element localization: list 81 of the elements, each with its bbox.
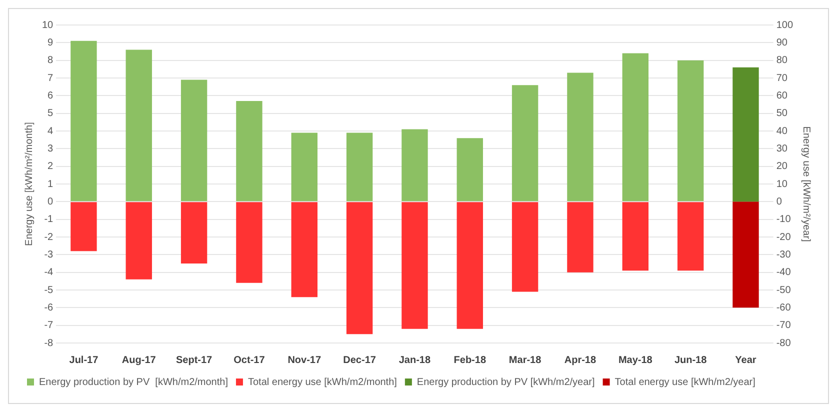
x-tick-label: Feb-18 — [454, 354, 486, 366]
y2-tick-label: -10 — [776, 214, 792, 226]
y-tick-label: 2 — [48, 161, 54, 172]
bar — [236, 100, 262, 202]
legend-label: Energy production by PV [kWh/m2/month] — [39, 376, 228, 388]
bar — [567, 72, 594, 202]
y-tick-label: 10 — [42, 20, 54, 31]
x-tick-label: Nov-17 — [288, 354, 322, 366]
x-tick-label: Dec-17 — [343, 354, 376, 366]
y2-tick-label: -50 — [776, 284, 792, 296]
bar — [126, 50, 152, 202]
bar — [402, 129, 428, 202]
bar — [677, 202, 704, 271]
bar — [291, 202, 318, 298]
x-tick-label: Apr-18 — [564, 354, 596, 366]
y-tick-label: -4 — [44, 267, 54, 278]
x-tick-label: Oct-17 — [234, 354, 266, 366]
y2-tick-label: 90 — [776, 37, 788, 48]
x-tick-label: Sept-17 — [176, 354, 213, 366]
y2-tick-label: -20 — [776, 232, 792, 243]
y2-tick-label: -30 — [776, 249, 792, 260]
bar — [456, 202, 483, 329]
bar — [126, 202, 152, 280]
y-tick-label: 3 — [48, 143, 54, 154]
legend-label: Total energy use [kWh/m2/year] — [614, 376, 756, 388]
y2-axis-title: Energy use [kWh/m²/year] — [800, 126, 812, 242]
x-tick-label: Aug-17 — [122, 354, 156, 366]
y2-tick-label: 10 — [776, 178, 788, 190]
bar — [512, 85, 538, 202]
legend-label: Total energy use [kWh/m2/month] — [248, 376, 398, 388]
x-tick-label: Mar-18 — [508, 354, 542, 366]
y2-tick-label: 80 — [776, 55, 788, 66]
y2-tick-label: 30 — [776, 143, 788, 154]
bar — [456, 138, 483, 202]
y2-tick-label: 70 — [776, 72, 788, 84]
y-tick-label: -8 — [44, 338, 54, 349]
x-tick-label: Jul-17 — [69, 354, 99, 366]
y-tick-label: -5 — [44, 284, 54, 296]
bar — [180, 80, 208, 202]
y-tick-label: -1 — [44, 214, 54, 226]
y2-tick-label: 40 — [776, 126, 788, 137]
y-tick-label: 0 — [48, 196, 54, 208]
y2-tick-label: 0 — [776, 196, 782, 208]
y-tick-label: 6 — [48, 90, 54, 102]
bar — [180, 202, 208, 264]
y2-tick-label: -80 — [776, 338, 792, 349]
y-tick-label: 7 — [48, 72, 54, 84]
bar — [622, 202, 648, 271]
x-tick-label: Year — [735, 354, 756, 366]
y-tick-label: -7 — [44, 320, 54, 332]
bar — [346, 202, 373, 334]
y-tick-label: 9 — [48, 37, 54, 48]
bar — [677, 60, 704, 202]
y2-tick-label: -60 — [776, 302, 792, 314]
y-tick-label: -6 — [44, 302, 54, 314]
y-tick-label: -3 — [44, 249, 54, 260]
legend-label: Energy production by PV [kWh/m2/year] — [416, 376, 596, 388]
bar — [512, 202, 538, 292]
x-tick-label: May-18 — [618, 354, 653, 366]
x-tick-label: Jan-18 — [398, 354, 431, 366]
bar — [70, 40, 97, 202]
bar — [567, 202, 594, 272]
bar — [402, 202, 428, 329]
bar — [291, 132, 318, 202]
bar — [346, 132, 373, 202]
y-axis-title: Energy use [kWh/m²/month] — [24, 122, 35, 246]
x-tick-label: Jun-18 — [674, 354, 708, 366]
y2-tick-label: -70 — [776, 320, 792, 332]
bar — [236, 202, 262, 283]
y2-tick-label: 100 — [776, 20, 794, 31]
y-tick-label: 5 — [48, 108, 54, 120]
y2-tick-label: -40 — [776, 267, 792, 278]
y2-tick-label: 20 — [776, 161, 788, 172]
y2-tick-label: 50 — [776, 108, 788, 120]
y-tick-label: 4 — [48, 126, 54, 137]
bar — [622, 53, 648, 202]
y-tick-label: 1 — [48, 178, 54, 190]
y-tick-label: -2 — [44, 232, 54, 243]
y-tick-label: 8 — [48, 55, 54, 66]
bar — [70, 202, 97, 252]
y2-tick-label: 60 — [776, 90, 788, 102]
